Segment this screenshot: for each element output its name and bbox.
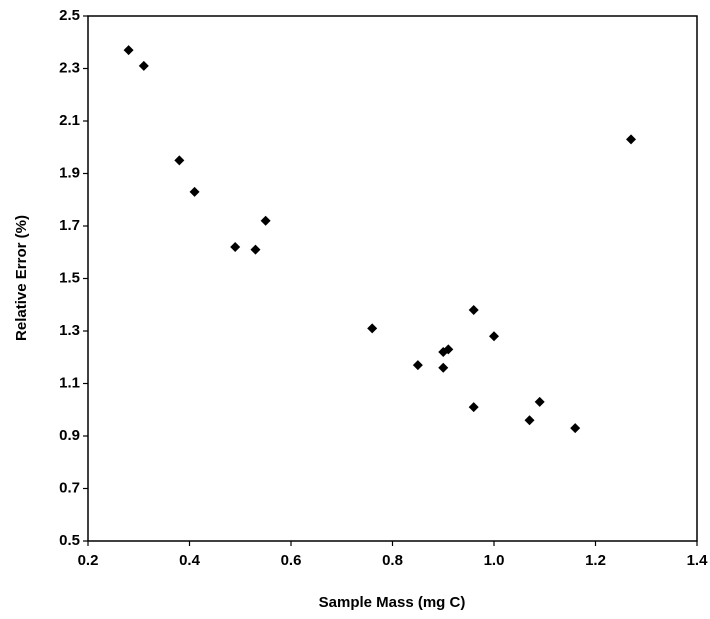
x-tick-label: 1.0 [484, 552, 505, 569]
x-tick-label: 1.4 [687, 552, 709, 569]
data-point [489, 331, 499, 342]
data-point [367, 323, 378, 334]
y-tick-label: 0.9 [59, 427, 80, 444]
data-point [468, 402, 479, 413]
data-point [230, 242, 241, 252]
data-point [438, 362, 449, 373]
data-point [468, 305, 479, 315]
data-point [534, 396, 545, 407]
x-tick-label: 0.8 [382, 552, 403, 569]
x-tick-label: 1.2 [585, 552, 606, 569]
data-point [626, 134, 637, 145]
y-tick-label: 2.5 [59, 7, 80, 24]
y-tick-label: 2.3 [59, 59, 80, 76]
x-tick-label: 0.6 [281, 552, 302, 569]
data-point [260, 215, 271, 226]
data-point [189, 186, 200, 197]
plot-area [87, 15, 698, 542]
data-point [138, 60, 149, 71]
data-point [524, 415, 535, 426]
data-point [123, 45, 134, 56]
data-point [570, 423, 581, 434]
x-tick-label: 0.2 [78, 552, 99, 569]
y-tick-label: 1.1 [59, 374, 80, 391]
x-axis-label: Sample Mass (mg C) [319, 594, 466, 611]
data-point [250, 244, 261, 255]
y-tick-label: 0.5 [59, 532, 80, 549]
x-tick-label: 0.4 [179, 552, 201, 569]
y-tick-label: 0.7 [59, 479, 80, 496]
data-point [412, 360, 423, 371]
y-tick-label: 1.3 [59, 322, 80, 339]
y-tick-label: 1.5 [59, 269, 80, 286]
data-point [443, 344, 454, 355]
y-tick-label: 1.9 [59, 164, 80, 181]
y-axis-label: Relative Error (%) [13, 215, 30, 341]
data-point [174, 155, 185, 166]
y-tick-label: 1.7 [59, 217, 80, 234]
y-tick-label: 2.1 [59, 112, 80, 129]
